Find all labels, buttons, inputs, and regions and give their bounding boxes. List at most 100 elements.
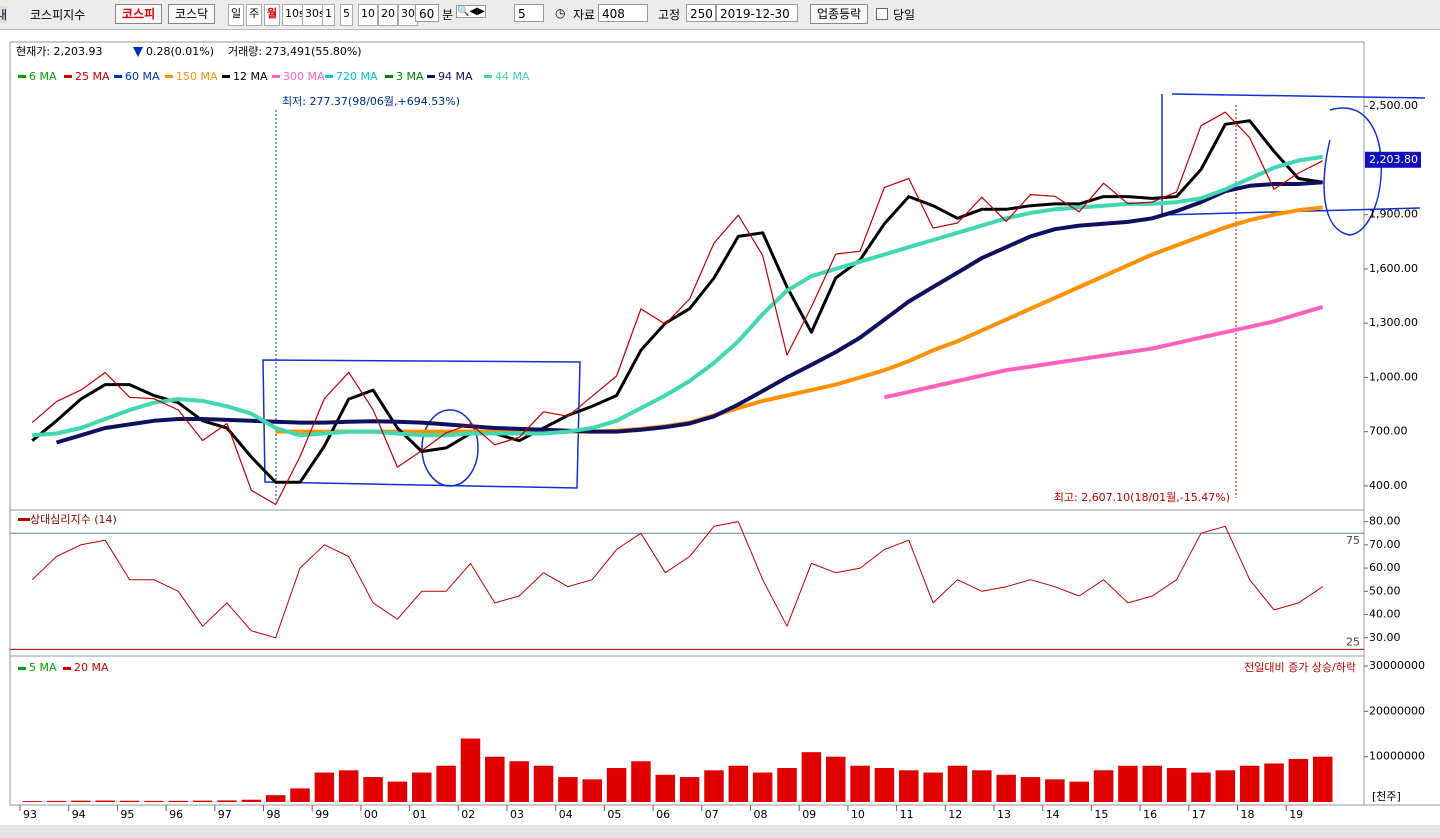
y-tick-label: 700.00 bbox=[1369, 425, 1408, 438]
x-tick-label: 03 bbox=[510, 808, 524, 821]
volume-bar bbox=[1069, 781, 1089, 802]
volume-bar bbox=[1312, 756, 1333, 802]
volume-bar bbox=[95, 800, 115, 802]
volume-bar bbox=[46, 800, 67, 802]
volume-bar bbox=[265, 795, 286, 802]
checkbox[interactable] bbox=[876, 8, 888, 20]
period-button[interactable]: 10 bbox=[358, 4, 378, 26]
x-tick-label: 04 bbox=[559, 808, 573, 821]
legend-label: 44 MA bbox=[495, 70, 530, 83]
volume-bar bbox=[923, 772, 943, 802]
period-button[interactable]: 30s bbox=[302, 4, 328, 26]
legend-label: 720 MA bbox=[336, 70, 378, 83]
legend-swatch bbox=[385, 75, 393, 78]
y-tick-label: 400.00 bbox=[1369, 479, 1408, 492]
volume-bar bbox=[777, 768, 797, 802]
period-button[interactable]: 5 bbox=[340, 4, 353, 26]
period-button[interactable]: 20 bbox=[378, 4, 398, 26]
x-tick-label: 11 bbox=[900, 808, 914, 821]
rsi-line bbox=[31, 521, 1323, 639]
volume-bar bbox=[1093, 770, 1114, 802]
x-tick-label: 97 bbox=[218, 808, 232, 821]
step-input[interactable]: 5 bbox=[514, 4, 544, 22]
legend-swatch bbox=[484, 75, 492, 78]
period-button[interactable]: 30 bbox=[398, 4, 418, 26]
volume-bar bbox=[168, 800, 189, 802]
x-tick-label: 95 bbox=[120, 808, 134, 821]
info-volume: 거래량: 273,491(55.80%) bbox=[228, 45, 362, 58]
volume-bar bbox=[825, 756, 846, 802]
volume-bar bbox=[801, 752, 822, 802]
today-label: 당일 bbox=[893, 8, 916, 22]
legend-label: 12 MA bbox=[233, 70, 268, 83]
fixed-count[interactable]: 250 bbox=[686, 4, 716, 22]
volume-bar bbox=[899, 770, 919, 802]
volume-bar bbox=[1020, 777, 1041, 802]
legend-label: 3 MA bbox=[396, 70, 424, 83]
y-tick-label: 1,300.00 bbox=[1369, 316, 1418, 329]
ma-line bbox=[32, 154, 1323, 438]
date-input[interactable]: 2019-12-30 bbox=[716, 4, 798, 22]
x-tick-label: 16 bbox=[1143, 808, 1157, 821]
nav-icons[interactable]: 🔍◀▶ bbox=[456, 5, 486, 18]
x-tick-label: 14 bbox=[1046, 808, 1060, 821]
x-tick-label: 01 bbox=[413, 808, 427, 821]
hand-drawing bbox=[262, 93, 1426, 489]
period-button[interactable]: 10s bbox=[282, 4, 308, 26]
tab[interactable]: 코스닥 bbox=[168, 4, 216, 24]
legend-swatch bbox=[427, 75, 435, 78]
x-tick-label: 19 bbox=[1289, 808, 1303, 821]
volume-bar bbox=[947, 765, 968, 802]
period-button[interactable]: 일 bbox=[228, 4, 245, 26]
x-tick-label: 08 bbox=[754, 808, 768, 821]
index-name[interactable]: 코스피지수 bbox=[30, 8, 86, 22]
x-tick-label: 13 bbox=[997, 808, 1011, 821]
volume-bar bbox=[22, 801, 42, 802]
legend-label: 150 MA bbox=[176, 70, 218, 83]
data-count[interactable]: 408 bbox=[598, 4, 648, 22]
y-tick-label: 80.00 bbox=[1369, 515, 1401, 528]
toolbar: 내 코스피지수 코스피 코스닥 일 주 월 10s 30s 1 5 10 20 30 60 분 🔍… bbox=[0, 0, 1440, 30]
volume-bar bbox=[290, 788, 310, 802]
x-tick-label: 02 bbox=[461, 808, 475, 821]
legend-label: 94 MA bbox=[438, 70, 473, 83]
legend-swatch bbox=[272, 75, 280, 78]
x-tick-label: 07 bbox=[705, 808, 719, 821]
x-tick-label: 00 bbox=[364, 808, 378, 821]
x-tick-label: 09 bbox=[802, 808, 816, 821]
x-tick-label: 94 bbox=[72, 808, 86, 821]
period-button[interactable]: 주 bbox=[246, 4, 263, 26]
volume-bar bbox=[996, 774, 1016, 802]
legend-label: 5 MA bbox=[29, 661, 57, 674]
tab[interactable]: 코스피 bbox=[115, 4, 163, 24]
volume-bar bbox=[972, 770, 992, 802]
legend-swatch bbox=[114, 75, 122, 78]
rsi-title: 상대심리지수 (14) bbox=[30, 513, 117, 526]
period-button[interactable]: 월 bbox=[264, 4, 281, 26]
menu[interactable]: 내 bbox=[0, 6, 8, 23]
clock-icon[interactable]: ◷ bbox=[555, 6, 566, 20]
volume-bar bbox=[631, 761, 651, 802]
legend-swatch bbox=[18, 75, 26, 78]
x-tick-label: 05 bbox=[607, 808, 621, 821]
volume-bar bbox=[1264, 763, 1284, 802]
y-tick-label: 60.00 bbox=[1369, 561, 1401, 574]
volume-bar bbox=[874, 768, 895, 802]
price-line bbox=[31, 111, 1323, 506]
x-tick-label: 96 bbox=[169, 808, 183, 821]
period-button[interactable]: 1 bbox=[322, 4, 335, 26]
info-price: 현재가: 2,203.93 bbox=[16, 45, 103, 58]
y-tick-label: 1,900.00 bbox=[1369, 208, 1418, 221]
volume-bar bbox=[412, 772, 432, 802]
x-tick-label: 17 bbox=[1192, 808, 1206, 821]
reference-label: 75 bbox=[1346, 534, 1360, 547]
volume-bar bbox=[144, 800, 164, 802]
volume-bar bbox=[728, 765, 749, 802]
unit-label: [천주] bbox=[1372, 789, 1401, 803]
legend-label: 300 MA bbox=[283, 70, 325, 83]
minute-input[interactable]: 60 bbox=[415, 4, 439, 22]
legend-swatch bbox=[64, 75, 72, 78]
volume-bar bbox=[485, 756, 505, 802]
scrollbar[interactable] bbox=[0, 825, 1440, 838]
sector-button[interactable]: 업종등락 bbox=[810, 4, 869, 24]
